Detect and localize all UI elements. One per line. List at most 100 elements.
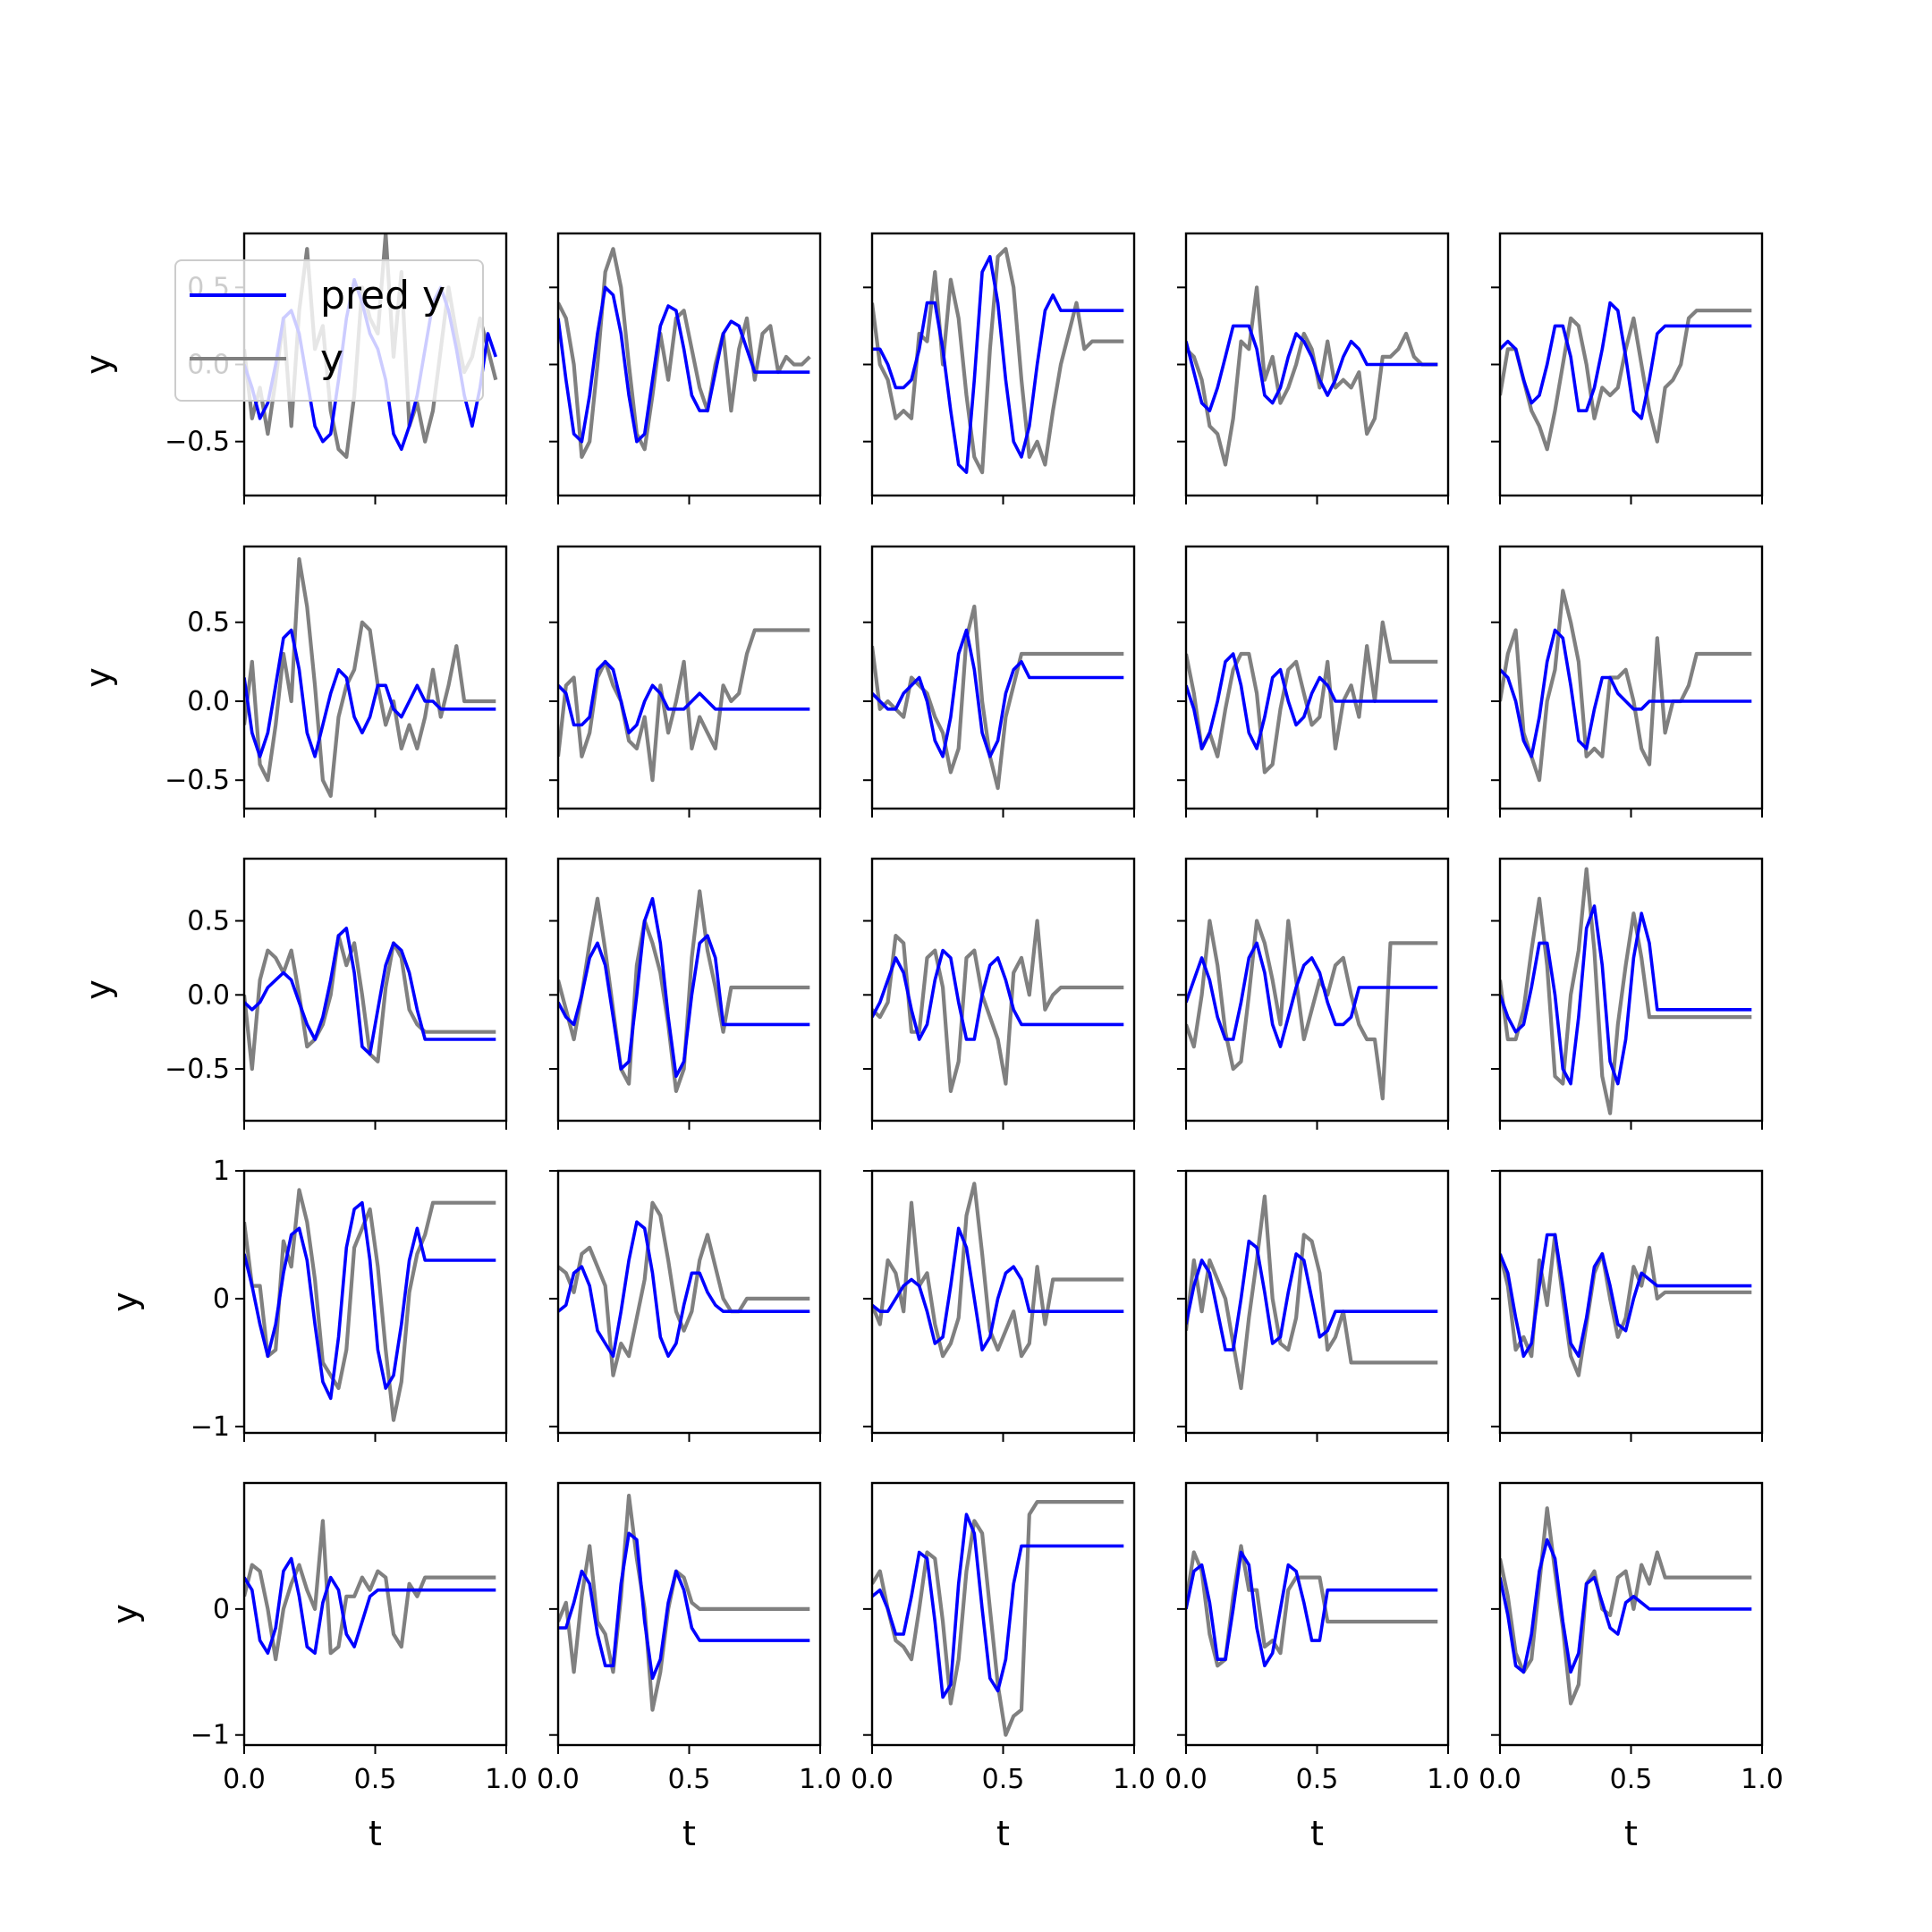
series-y-line xyxy=(1186,919,1438,1101)
series-pred-y-line xyxy=(244,927,496,1056)
y-tick-label: −0.5 xyxy=(165,765,230,796)
x-tick-label: 0.5 xyxy=(354,1764,397,1795)
series-pred-y-line xyxy=(558,659,810,735)
panel-r0-c4 xyxy=(1491,232,1764,504)
series-pred-y-line xyxy=(872,1513,1124,1699)
series-y-line xyxy=(1186,620,1438,775)
series-pred-y-line xyxy=(1500,301,1752,420)
x-tick-label: 0.0 xyxy=(1479,1764,1521,1795)
y-axis-label: y xyxy=(106,1292,145,1312)
x-tick-label: 0.5 xyxy=(1610,1764,1653,1795)
panel-r3-c0: −1 0 1 y xyxy=(106,1156,508,1443)
x-tick-label: 1.0 xyxy=(1741,1764,1784,1795)
panel-r2-c0: −0.5 0.0 0.5 y xyxy=(79,857,508,1130)
series-pred-y-line xyxy=(1186,324,1438,413)
panel-r1-c3 xyxy=(1177,545,1450,818)
panel-r1-c2 xyxy=(863,545,1136,818)
x-tick-label: 0.0 xyxy=(1165,1764,1208,1795)
series-y-line xyxy=(1186,1194,1438,1391)
y-tick-label: −0.5 xyxy=(165,427,230,458)
panel-r2-c1 xyxy=(549,857,822,1130)
panel-r0-c3 xyxy=(1177,232,1450,504)
panel-r2-c4 xyxy=(1491,857,1764,1130)
x-tick-label: 0.5 xyxy=(982,1764,1025,1795)
series-y-line xyxy=(558,889,810,1094)
series-pred-y-line xyxy=(1186,1550,1438,1668)
legend-label-pred-y: pred y xyxy=(320,273,445,318)
series-pred-y-line xyxy=(1500,628,1752,758)
panel-r4-c4: 0.0 0.5 1.0 t xyxy=(1479,1481,1784,1853)
series-y-line xyxy=(558,1200,810,1377)
series-pred-y-line xyxy=(558,285,810,444)
series-y-line xyxy=(558,1493,810,1712)
series-y-line xyxy=(1500,589,1752,783)
panel-r2-c3 xyxy=(1177,857,1450,1130)
y-tick-label: 0.5 xyxy=(187,906,230,937)
y-tick-label: 0 xyxy=(213,1284,230,1315)
series-y-line xyxy=(244,1519,496,1662)
series-y-line xyxy=(872,919,1124,1094)
x-tick-label: 0.5 xyxy=(1296,1764,1339,1795)
series-y-line xyxy=(872,247,1124,475)
panel-r1-c4 xyxy=(1491,545,1764,818)
panel-r4-c0: −1 0 0.0 0.5 1.0 y t xyxy=(106,1481,528,1853)
series-pred-y-line xyxy=(1500,1233,1752,1358)
y-tick-label: −1 xyxy=(191,1720,230,1751)
panel-r3-c3 xyxy=(1177,1169,1450,1442)
panel-r4-c3: 0.0 0.5 1.0 t xyxy=(1165,1481,1470,1853)
panel-r3-c2 xyxy=(863,1169,1136,1442)
panel-grid: −0.50.00.5y−0.50.00.5y−0.50.00.5y−101y−1… xyxy=(79,232,1784,1853)
y-axis-label: y xyxy=(79,667,118,688)
y-tick-label: 0 xyxy=(213,1594,230,1625)
y-tick-label: −1 xyxy=(191,1411,230,1443)
series-pred-y-line xyxy=(1186,1239,1438,1352)
series-pred-y-line xyxy=(244,628,496,758)
series-y-line xyxy=(1500,867,1752,1115)
x-tick-label: 0.5 xyxy=(668,1764,711,1795)
panel-r4-c2: 0.0 0.5 1.0 t xyxy=(851,1481,1156,1853)
series-pred-y-line xyxy=(1500,904,1752,1086)
panel-r1-c0: −0.5 0.0 0.5 y xyxy=(79,545,508,818)
x-tick-label: 1.0 xyxy=(485,1764,528,1795)
series-pred-y-line xyxy=(244,1200,496,1401)
legend: pred y y xyxy=(174,259,484,402)
y-tick-label: 0.0 xyxy=(187,979,230,1011)
series-pred-y-line xyxy=(872,948,1124,1041)
x-tick-label: 0.0 xyxy=(223,1764,266,1795)
series-pred-y-line xyxy=(872,628,1124,758)
x-tick-label: 0.0 xyxy=(851,1764,894,1795)
series-y-line xyxy=(244,1188,496,1422)
x-axis-label: t xyxy=(682,1814,696,1853)
x-axis-label: t xyxy=(1310,1814,1324,1853)
series-pred-y-line xyxy=(558,1220,810,1358)
y-tick-label: −0.5 xyxy=(165,1054,230,1085)
series-pred-y-line xyxy=(1186,941,1438,1048)
series-pred-y-line xyxy=(872,1226,1124,1352)
series-y-line xyxy=(558,628,810,783)
panel-r0-c1 xyxy=(549,232,822,504)
series-pred-y-line xyxy=(558,1531,810,1681)
panel-r3-c1 xyxy=(549,1169,822,1442)
series-y-line xyxy=(244,556,496,799)
y-tick-label: 0.5 xyxy=(187,607,230,639)
panel-r4-c1: 0.0 0.5 1.0 t xyxy=(537,1481,842,1853)
series-pred-y-line xyxy=(1500,1538,1752,1674)
x-tick-label: 1.0 xyxy=(1427,1764,1470,1795)
y-tick-label: 0.0 xyxy=(187,686,230,717)
series-y-line xyxy=(1186,285,1438,467)
series-pred-y-line xyxy=(872,255,1124,474)
series-y-line xyxy=(558,247,811,459)
series-y-line xyxy=(872,604,1124,791)
x-tick-label: 1.0 xyxy=(799,1764,842,1795)
series-pred-y-line xyxy=(244,1556,496,1655)
x-tick-label: 1.0 xyxy=(1113,1764,1156,1795)
x-axis-label: t xyxy=(996,1814,1010,1853)
x-axis-label: t xyxy=(1624,1814,1638,1853)
y-tick-label: 1 xyxy=(213,1156,230,1187)
series-pred-y-line xyxy=(1186,652,1438,750)
y-axis-label: y xyxy=(79,979,118,1000)
panel-r0-c2 xyxy=(863,232,1136,504)
y-axis-label: y xyxy=(106,1604,145,1624)
panel-r3-c4 xyxy=(1491,1169,1764,1442)
